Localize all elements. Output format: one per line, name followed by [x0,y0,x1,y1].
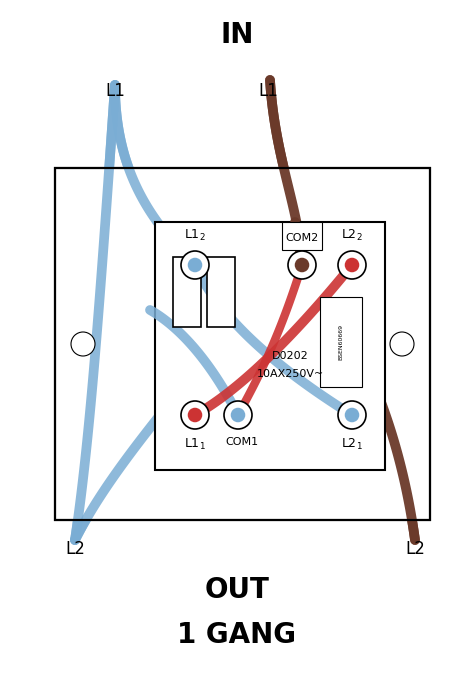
Text: 1 GANG: 1 GANG [177,621,297,649]
Circle shape [295,258,309,272]
Circle shape [390,332,414,356]
Bar [207,257,235,327]
Circle shape [345,258,359,272]
Circle shape [224,401,252,429]
Circle shape [188,258,202,272]
Bar [55,168,430,520]
Bar [155,222,385,470]
Circle shape [181,251,209,279]
Circle shape [181,401,209,429]
Text: L2: L2 [405,540,425,558]
Text: COM1: COM1 [226,437,258,447]
Circle shape [338,251,366,279]
Bar [55,168,430,520]
Text: L2$_1$: L2$_1$ [341,437,363,452]
Text: OUT: OUT [205,576,269,604]
Bar [282,222,322,250]
Bar [55,168,430,520]
Text: L2: L2 [65,540,85,558]
Text: L1: L1 [258,82,278,100]
Bar [173,257,201,327]
Text: COM2: COM2 [285,233,319,243]
Text: 10AX250V~: 10AX250V~ [256,369,324,379]
Text: IN: IN [220,21,254,49]
Text: L1: L1 [105,82,125,100]
Circle shape [338,401,366,429]
Circle shape [345,408,359,422]
Text: BSEN60669: BSEN60669 [338,324,344,360]
Text: L1$_1$: L1$_1$ [184,437,206,452]
Circle shape [71,332,95,356]
Bar [320,297,362,387]
Circle shape [188,408,202,422]
Circle shape [231,408,245,422]
Text: L1$_2$: L1$_2$ [184,228,206,243]
Circle shape [288,251,316,279]
Text: L2$_2$: L2$_2$ [341,228,363,243]
Text: D0202: D0202 [272,351,309,361]
